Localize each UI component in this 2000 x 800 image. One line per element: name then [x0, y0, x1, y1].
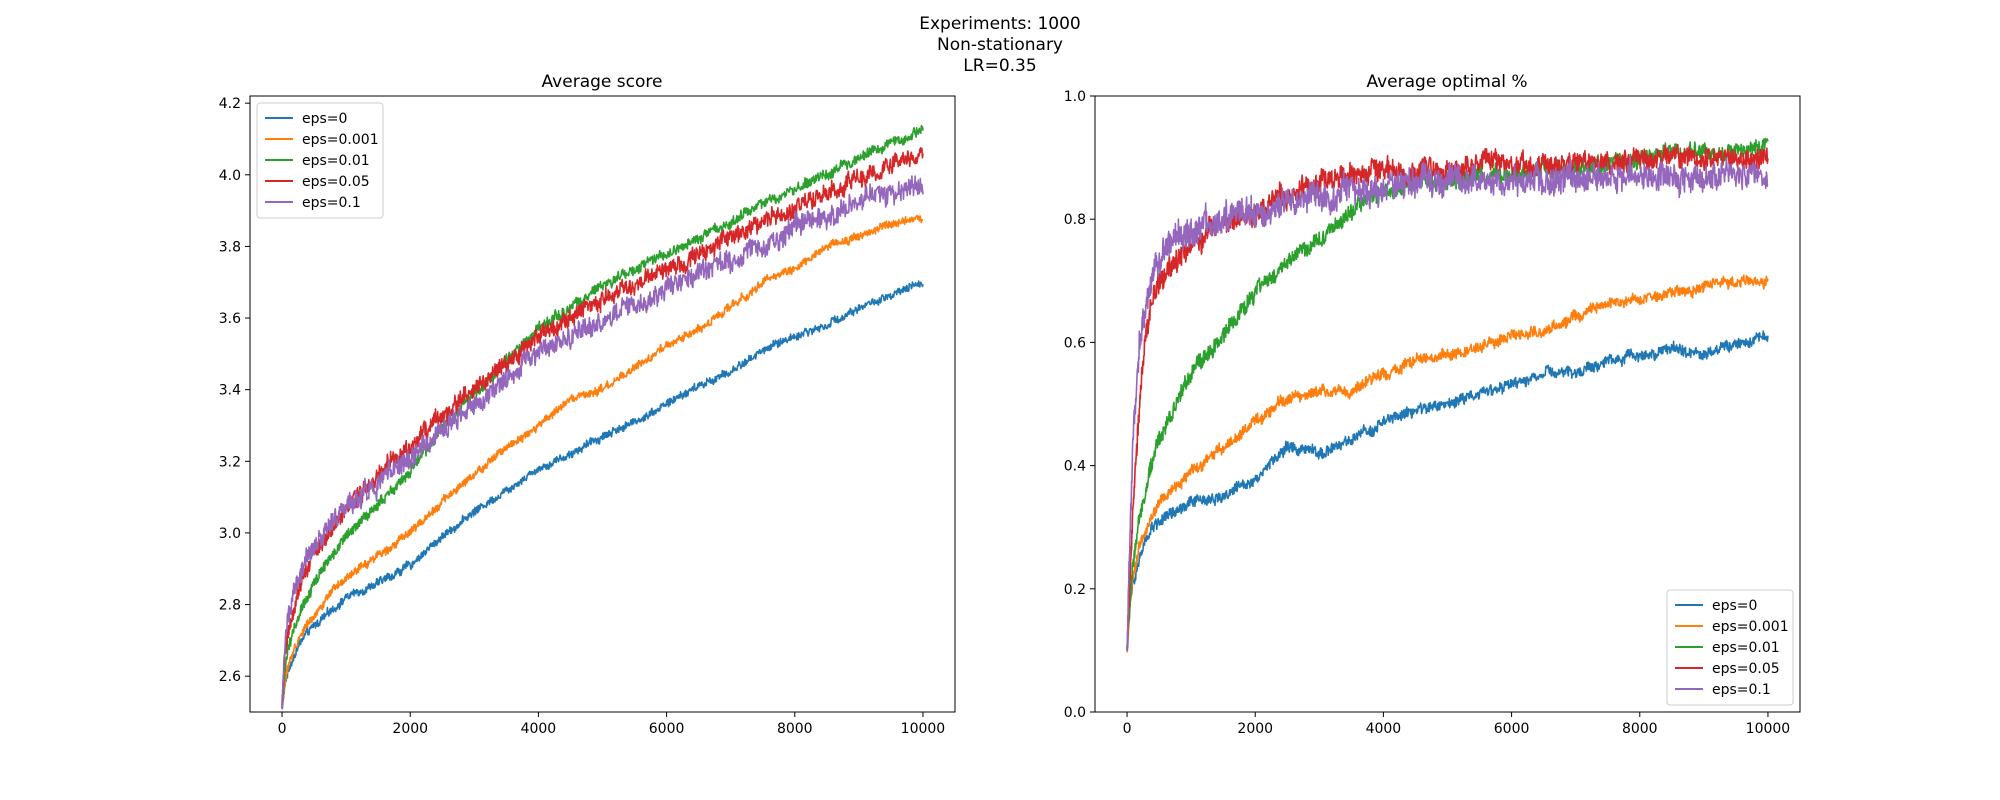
lines-layer: [281, 124, 924, 710]
x-tick-label: 8000: [1622, 721, 1658, 737]
x-tick-label: 6000: [1494, 721, 1530, 737]
legend-label: eps=0.05: [302, 174, 370, 190]
y-tick-label: 3.0: [219, 526, 241, 542]
series-line-eps-0: [281, 280, 924, 709]
x-tick-label: 2000: [1237, 721, 1273, 737]
legend: eps=0 eps=0.001 eps=0.01 eps=0.05 eps=0.1: [256, 102, 384, 219]
series-line-eps-0-05: [281, 147, 924, 709]
figure-title-line-2: Non-stationary: [937, 35, 1063, 55]
series-line-eps-0: [1126, 330, 1769, 651]
plot-average-optimal: Average optimal % 0 2000 4000 6000 8000 10000…: [1064, 72, 1801, 737]
legend-box: [256, 102, 384, 219]
x-tick-label: 0: [278, 721, 287, 737]
y-tick-label: 3.4: [219, 383, 241, 399]
series-line-eps-0-001: [1126, 274, 1769, 653]
y-tick-label: 1.0: [1064, 89, 1086, 105]
y-tick-label: 0.6: [1064, 335, 1086, 351]
y-tick-label: 3.8: [219, 239, 241, 255]
y-tick-label: 0.4: [1064, 459, 1086, 475]
y-ticks: 2.6 2.8 3.0 3.2 3.4 3.6 3.8 4.0 4.2: [219, 96, 250, 685]
legend-label: eps=0: [1712, 598, 1757, 614]
x-tick-label: 0: [1123, 721, 1132, 737]
legend-label: eps=0.01: [1712, 640, 1780, 656]
y-tick-label: 2.6: [219, 669, 241, 685]
legend-label: eps=0.1: [1712, 682, 1771, 698]
figure-title-line-1: Experiments: 1000: [919, 14, 1080, 34]
x-tick-label: 4000: [521, 721, 557, 737]
x-tick-label: 8000: [777, 721, 813, 737]
legend-label: eps=0.05: [1712, 661, 1780, 677]
lines-layer: [1126, 137, 1769, 653]
series-line-eps-0-001: [281, 214, 924, 709]
legend-label: eps=0.1: [302, 195, 361, 211]
y-tick-label: 2.8: [219, 598, 241, 614]
y-tick-label: 0.0: [1064, 705, 1086, 721]
plot-frame: [1094, 95, 1801, 713]
x-tick-label: 2000: [392, 721, 428, 737]
plot-title: Average optimal %: [1366, 72, 1527, 92]
x-tick-label: 6000: [649, 721, 685, 737]
figure-title-line-3: LR=0.35: [963, 56, 1036, 76]
series-line-eps-0-1: [1126, 155, 1769, 651]
plot-average-score: Average score 0 2000 4000 6000 8000 10000 2.6…: [219, 72, 956, 737]
plot-title: Average score: [542, 72, 663, 92]
legend: eps=0 eps=0.001 eps=0.01 eps=0.05 eps=0.1: [1666, 589, 1794, 706]
y-tick-label: 3.2: [219, 454, 241, 470]
series-line-eps-0-01: [281, 124, 924, 709]
legend-label: eps=0.001: [302, 132, 379, 148]
x-tick-label: 10000: [1746, 721, 1791, 737]
legend-box: [1666, 589, 1794, 706]
y-tick-label: 4.2: [219, 96, 241, 112]
y-ticks: 0.0 0.2 0.4 0.6 0.8 1.0: [1064, 89, 1095, 721]
y-tick-label: 4.0: [219, 168, 241, 184]
x-tick-label: 4000: [1366, 721, 1402, 737]
legend-label: eps=0.001: [1712, 619, 1789, 635]
y-tick-label: 0.2: [1064, 582, 1086, 598]
x-tick-label: 10000: [901, 721, 946, 737]
y-tick-label: 3.6: [219, 311, 241, 327]
legend-label: eps=0: [302, 111, 347, 127]
plot-frame: [249, 95, 956, 713]
x-ticks: 0 2000 4000 6000 8000 10000: [278, 712, 946, 737]
y-tick-label: 0.8: [1064, 212, 1086, 228]
legend-label: eps=0.01: [302, 153, 370, 169]
series-line-eps-0-1: [281, 175, 924, 710]
x-ticks: 0 2000 4000 6000 8000 10000: [1123, 712, 1791, 737]
